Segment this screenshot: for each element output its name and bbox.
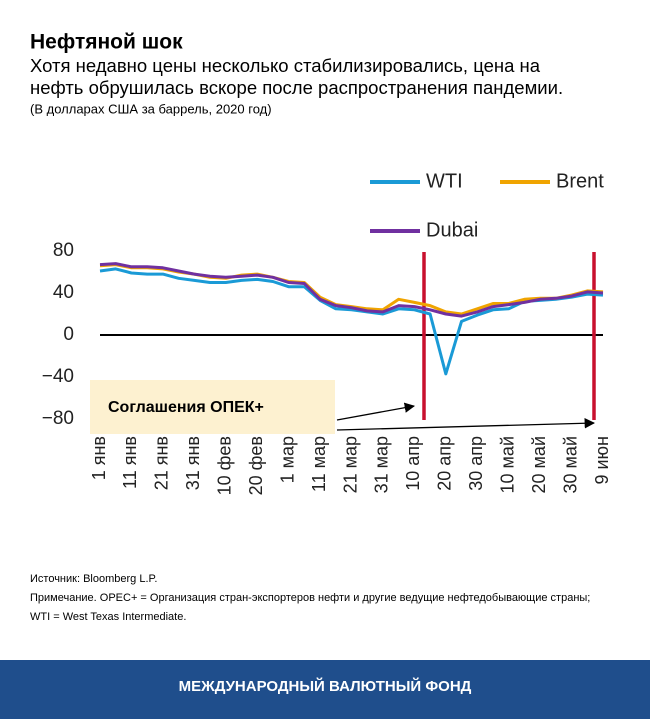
annotation: Соглашения ОПЕК+ (108, 399, 264, 416)
subtitle: Хотя недавно цены несколько стабилизиров… (30, 55, 541, 76)
x-tick-label: 31 мар (372, 436, 392, 493)
y-tick-label: 40 (53, 282, 74, 303)
x-tick-label: 21 мар (340, 436, 360, 493)
plot: 80 40 0 −40 −80 1 янв 11 янв 21 янв 31 янв 10 фев… (42, 240, 612, 495)
footer-band (0, 660, 650, 719)
legend-label: Dubai (426, 219, 478, 241)
source: Источник: Bloomberg L.P. (30, 573, 157, 585)
footer: МЕЖДУНАРОДНЫЙ ВАЛЮТНЫЙ ФОНД (179, 677, 472, 695)
x-tick-label: 1 янв (89, 436, 109, 480)
units-note: (В долларах США за баррель, 2020 год) (30, 101, 272, 116)
legend-label: WTI (426, 170, 463, 192)
x-tick-label: 10 апр (403, 436, 423, 491)
x-tick-label: 30 май (560, 436, 580, 493)
legend-item: Brent (500, 170, 604, 192)
legend-item: Dubai (370, 219, 478, 241)
x-tick-label: 30 апр (466, 436, 486, 491)
legend-item: WTI (370, 170, 463, 192)
y-tick-label: 0 (63, 324, 74, 345)
x-tick-label: 20 апр (435, 436, 455, 491)
series-line (99, 267, 604, 376)
x-tick-label: 11 янв (120, 436, 140, 489)
x-tick-label: 31 янв (183, 436, 203, 490)
legend-label: Brent (556, 170, 604, 192)
y-tick-label: −40 (42, 366, 74, 387)
chart-title: Нефтяной шок (30, 31, 183, 54)
y-tick-label: 80 (53, 240, 74, 261)
x-tick-label: 11 мар (309, 436, 329, 492)
note: Примечание. OPEC+ = Организация стран-эк… (30, 592, 590, 604)
x-tick-label: 1 мар (277, 436, 297, 483)
annotation-box (90, 380, 335, 434)
y-tick-label: −80 (42, 408, 74, 429)
x-tick-label: 20 фев (246, 436, 266, 495)
x-tick-label: 10 май (497, 436, 517, 493)
x-tick-label: 20 май (529, 436, 549, 493)
x-tick-label: 9 июн (592, 436, 612, 485)
annotation-arrow (336, 418, 596, 431)
note: WTI = West Texas Intermediate. (30, 611, 186, 623)
x-tick-label: 21 янв (152, 436, 172, 490)
annotation-arrow (336, 402, 416, 421)
subtitle: нефть обрушилась вскоре после распростра… (30, 77, 563, 98)
series-line (99, 262, 604, 318)
x-tick-label: 10 фев (215, 436, 235, 495)
